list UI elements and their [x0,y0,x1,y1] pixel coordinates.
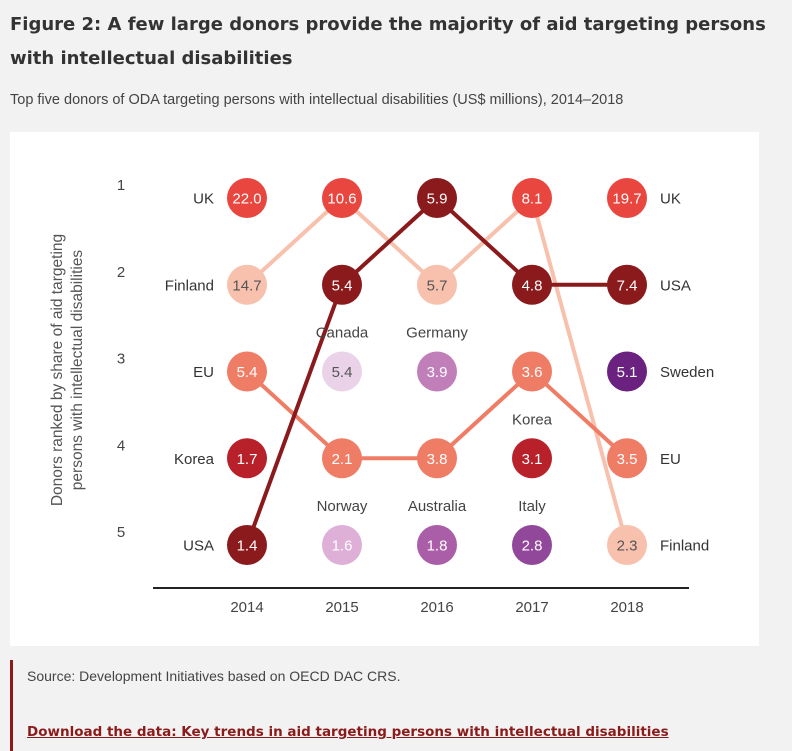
bubble-usa-2018 [607,264,647,305]
bubble-usa-2014 [227,525,267,565]
bubble-uk-2017 [512,178,552,218]
value-label-eu-2015: 2.1 [332,451,353,468]
value-label-usa-2016: 5.9 [427,191,448,208]
left-donor-label-eu: EU [193,364,214,381]
bubble-eu-2015 [322,438,362,479]
value-label-korea-2017: 3.1 [522,451,543,468]
value-label-finland-2014: 14.7 [232,277,261,294]
bubble-eu-2018 [607,438,647,479]
download-data-link[interactable]: Download the data: Key trends in aid tar… [27,724,669,740]
value-label-uk-2015: 10.6 [327,191,356,208]
value-label-finland-2016: 5.7 [427,277,448,294]
figure-title: Figure 2: A few large donors provide the… [10,14,766,69]
bubble-korea-2014 [227,438,267,479]
bubble-sweden-2018 [607,351,647,392]
value-label-sweden-2018: 5.1 [617,364,638,381]
bubble-korea-2017 [512,438,552,479]
value-label-eu-2018: 3.5 [617,451,638,468]
right-donor-label-usa: USA [660,277,691,294]
chart-panel: Donors ranked by share of aid targeting p… [10,132,759,646]
left-donor-label-usa: USA [183,538,214,555]
bubble-norway-2015 [322,525,362,565]
bubble-finland-2018 [607,525,647,565]
x-tick-label-2014: 2014 [230,599,263,616]
bubble-uk-2018 [607,178,647,218]
bubble-uk-2015 [322,178,362,218]
value-label-usa-2017: 4.8 [522,277,543,294]
x-tick-label-2017: 2017 [515,599,548,616]
y-axis-label-line2: persons with intellectual disabilities [69,250,86,491]
x-tick-label-2018: 2018 [610,599,643,616]
bubble-eu-2014 [227,351,267,392]
value-label-usa-2018: 7.4 [617,277,638,294]
rank-tick-label: 4 [117,437,125,454]
x-tick-label-2016: 2016 [420,599,453,616]
figure-subtitle: Top five donors of ODA targeting persons… [10,92,624,108]
value-label-usa-2015: 5.4 [332,277,353,294]
value-label-eu-2017: 3.6 [522,364,543,381]
value-label-australia-2016: 1.8 [427,538,448,555]
value-label-eu-2014: 5.4 [237,364,258,381]
bubble-usa-2016 [417,178,457,218]
annotation-norway: Norway [317,498,368,515]
rank-tick-label: 1 [117,177,125,194]
bubble-usa-2017 [512,264,552,305]
value-label-uk-2017: 8.1 [522,191,543,208]
bubble-eu-2017 [512,351,552,392]
right-donor-label-finland: Finland [660,538,709,555]
x-tick-label-2015: 2015 [325,599,358,616]
source-note: Source: Development Initiatives based on… [27,668,401,684]
bubble-canada-2015 [322,351,362,392]
y-axis-label-line1: Donors ranked by share of aid targeting [49,234,66,506]
value-label-canada-2015: 5.4 [332,364,353,381]
bubble-finland-2014 [227,264,267,305]
bubble-finland-2016 [417,264,457,305]
bubble-usa-2015 [322,264,362,305]
value-label-uk-2018: 19.7 [612,191,641,208]
annotation-australia: Australia [408,498,467,515]
left-donor-label-uk: UK [193,191,214,208]
bubble-uk-2014 [227,178,267,218]
annotation-korea: Korea [512,411,553,428]
right-donor-label-sweden: Sweden [660,364,714,381]
value-label-usa-2014: 1.4 [237,538,258,555]
rank-tick-label: 3 [117,351,125,368]
annotation-germany: Germany [406,325,468,342]
value-label-finland-2018: 2.3 [617,538,638,555]
left-donor-label-korea: Korea [174,451,215,468]
bubble-australia-2016 [417,525,457,565]
value-label-korea-2014: 1.7 [237,451,258,468]
bump-chart: Donors ranked by share of aid targeting p… [49,177,714,616]
value-label-norway-2015: 1.6 [332,538,353,555]
value-label-eu-2016: 3.8 [427,451,448,468]
bubble-italy-2017 [512,525,552,565]
right-donor-label-uk: UK [660,191,681,208]
source-block: Source: Development Initiatives based on… [10,660,773,751]
bubble-eu-2016 [417,438,457,479]
value-label-germany-2016: 3.9 [427,364,448,381]
rank-tick-label: 2 [117,264,125,281]
bubble-germany-2016 [417,351,457,392]
left-donor-label-finland: Finland [165,277,214,294]
annotation-canada: Canada [316,325,369,342]
right-donor-label-eu: EU [660,451,681,468]
value-label-italy-2017: 2.8 [522,538,543,555]
value-label-uk-2014: 22.0 [232,191,261,208]
rank-tick-label: 5 [117,524,125,541]
annotation-italy: Italy [518,498,546,515]
